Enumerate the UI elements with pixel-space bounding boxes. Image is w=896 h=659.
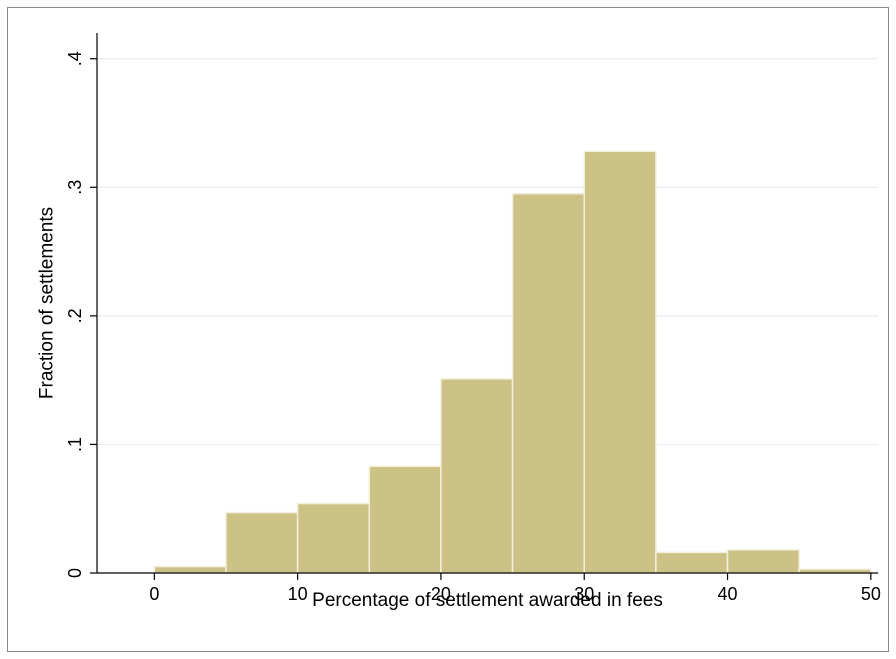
axes: [96, 33, 878, 574]
histogram-bar: [225, 511, 299, 574]
y-tick-label: .4: [65, 51, 85, 66]
histogram-bar: [368, 465, 442, 574]
histogram-bars: [153, 150, 872, 574]
histogram-bar: [440, 378, 514, 574]
y-tick-label: .2: [65, 308, 85, 323]
histogram-bar: [655, 551, 729, 574]
tick-marks: 0 10 20 30 40 50 0 .1 .2 .3 .4: [65, 51, 881, 604]
y-tick-label: .1: [65, 437, 85, 452]
y-axis-title: Fraction of settlements: [37, 207, 58, 399]
x-axis-title: Percentage of settlement awarded in fees: [312, 590, 663, 611]
y-tick-label: 0: [65, 568, 85, 578]
x-tick-label: 40: [718, 584, 738, 604]
x-tick-label: 0: [149, 584, 159, 604]
histogram-bar: [726, 549, 800, 574]
x-tick-label: 10: [288, 584, 308, 604]
histogram-bar: [511, 192, 585, 574]
histogram-bar: [153, 565, 227, 574]
x-tick-label: 50: [861, 584, 881, 604]
x-tick-label: 30: [574, 584, 594, 604]
histogram-bar: [583, 150, 657, 574]
histogram-bar: [296, 502, 371, 574]
x-tick-label: 20: [431, 584, 451, 604]
y-tick-label: .3: [65, 180, 85, 195]
